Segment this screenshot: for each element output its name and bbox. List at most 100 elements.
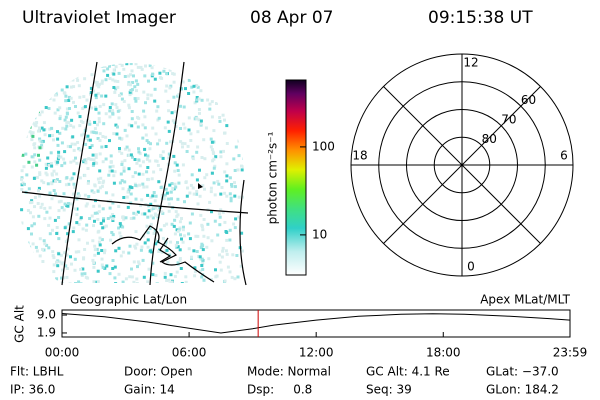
pixel (148, 147, 152, 151)
pixel (146, 231, 150, 235)
pixel (213, 193, 217, 197)
pixel (219, 208, 223, 212)
pixel (20, 249, 24, 253)
pixel (49, 151, 53, 155)
pixel (72, 125, 76, 129)
pixel (26, 209, 30, 212)
pixel (227, 84, 231, 88)
pixel (73, 268, 77, 272)
mlt-label: 0 (467, 260, 475, 274)
pixel (244, 178, 247, 181)
pixel (26, 117, 30, 121)
pixel (140, 198, 144, 202)
pixel (93, 127, 97, 131)
pixel (234, 217, 238, 221)
pixel (126, 205, 130, 209)
pixel (36, 102, 40, 105)
pixel (138, 152, 142, 156)
pixel (87, 63, 91, 67)
pixel (212, 152, 216, 155)
pixel (149, 195, 153, 199)
pixel (25, 126, 28, 130)
pixel (94, 96, 98, 100)
pixel (221, 210, 225, 214)
pixel (66, 232, 70, 236)
pixel (52, 169, 56, 173)
pixel (163, 197, 167, 201)
pixel (42, 67, 46, 71)
pixel (70, 262, 73, 266)
pixel (240, 84, 244, 88)
pixel (62, 71, 66, 75)
pixel (110, 169, 114, 173)
pixel (146, 238, 150, 242)
pixel (64, 94, 68, 98)
pixel (219, 97, 223, 101)
pixel (52, 270, 56, 274)
pixel (110, 231, 114, 234)
pixel (87, 283, 90, 286)
pixel (66, 204, 70, 208)
pixel (208, 102, 212, 106)
pixel (200, 275, 204, 279)
pixel (168, 183, 172, 187)
pixel (154, 194, 158, 198)
alt-left-title: Geographic Lat/Lon (70, 293, 187, 307)
pixel (142, 109, 146, 113)
pixel (20, 85, 24, 89)
pixel (200, 242, 204, 246)
pixel (24, 87, 28, 91)
pixel (64, 127, 68, 131)
pixel (111, 164, 115, 168)
pixel (121, 225, 125, 229)
pixel (122, 166, 126, 170)
pixel (137, 147, 140, 151)
pixel (51, 228, 54, 232)
pixel (60, 79, 64, 83)
pixel (152, 205, 156, 209)
pixel (85, 98, 89, 102)
pixel (38, 194, 42, 198)
pixel (172, 224, 176, 228)
pixel (40, 146, 44, 150)
pixel (27, 272, 31, 276)
pixel (237, 154, 241, 158)
pixel (62, 208, 66, 212)
pixel (118, 181, 122, 185)
pixel (40, 88, 44, 92)
pixel (184, 87, 187, 91)
pixel (130, 124, 134, 128)
pixel (149, 214, 153, 218)
pixel (118, 136, 122, 140)
pixel (190, 85, 194, 89)
pixel (219, 268, 223, 272)
pixel (209, 137, 213, 141)
pixel (213, 219, 217, 223)
pixel (138, 183, 142, 187)
pixel (187, 247, 191, 251)
pixel (196, 234, 200, 238)
pixel (58, 114, 62, 118)
pixel (157, 250, 161, 253)
pixel (75, 213, 79, 217)
pixel (188, 221, 192, 225)
pixel (43, 217, 47, 221)
pixel (50, 182, 54, 186)
pixel (129, 83, 132, 87)
pixel (59, 63, 63, 67)
pixel (28, 125, 32, 129)
pixel (140, 245, 144, 249)
pixel (108, 77, 112, 80)
pixel (242, 195, 244, 199)
pixel (200, 264, 204, 267)
pixel (25, 128, 29, 132)
pixel (149, 202, 153, 206)
pixel (174, 185, 178, 189)
pixel (133, 158, 137, 161)
pixel (88, 122, 92, 126)
pixel (47, 223, 51, 227)
pixel (185, 194, 189, 198)
pixel (178, 226, 182, 230)
pixel (219, 155, 223, 159)
pixel (35, 163, 39, 167)
